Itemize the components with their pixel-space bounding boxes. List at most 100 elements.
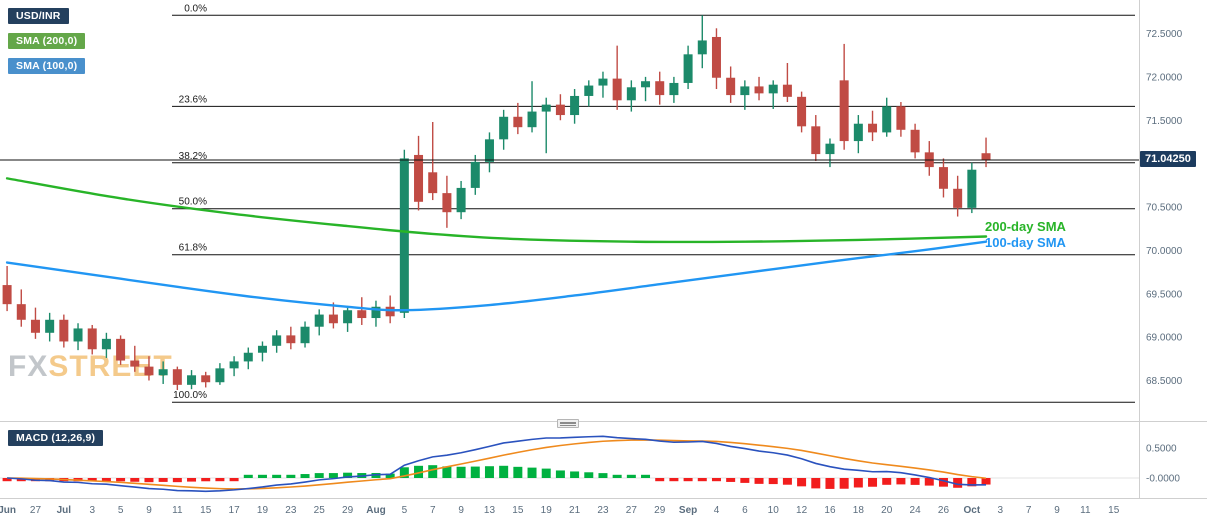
candle-body[interactable] [59, 319, 69, 342]
candle-body[interactable] [612, 78, 622, 101]
candle-body[interactable] [555, 104, 565, 116]
candles[interactable] [2, 15, 991, 391]
candle-body[interactable] [87, 328, 97, 350]
candle-body[interactable] [896, 106, 906, 130]
x-tick-label: 29 [342, 505, 354, 516]
candle-body[interactable] [286, 335, 296, 344]
candle-body[interactable] [697, 40, 707, 55]
candle-body[interactable] [938, 167, 948, 189]
candle-body[interactable] [470, 161, 480, 188]
symbol-badge[interactable]: USD/INR [8, 8, 69, 24]
candle-body[interactable] [456, 187, 466, 213]
macd-histogram-bar [953, 478, 963, 488]
candle-body[interactable] [782, 84, 792, 97]
candle-body[interactable] [2, 285, 12, 305]
candle-body[interactable] [797, 96, 807, 127]
macd-pane [0, 435, 1139, 493]
candle-body[interactable] [953, 188, 963, 208]
candle-body[interactable] [101, 338, 111, 350]
candle-body[interactable] [16, 304, 26, 320]
candle-body[interactable] [73, 328, 83, 342]
candle-body[interactable] [229, 361, 239, 369]
candle-body[interactable] [428, 172, 438, 194]
candle-body[interactable] [45, 319, 55, 333]
candle-body[interactable] [343, 310, 353, 324]
candle-body[interactable] [910, 129, 920, 153]
macd-histogram-bar [243, 474, 253, 478]
x-tick-label: Sep [679, 505, 697, 516]
candle-body[interactable] [740, 86, 750, 96]
candle-body[interactable] [30, 319, 40, 333]
macd-histogram-bar [697, 478, 707, 482]
macd-histogram-bar [882, 478, 892, 485]
x-tick-label: Jul [57, 505, 72, 516]
candle-body[interactable] [967, 169, 977, 208]
candle-body[interactable] [584, 85, 594, 96]
macd-indicator-badge[interactable]: MACD (12,26,9) [8, 430, 104, 446]
candle-body[interactable] [598, 78, 608, 86]
candle-body[interactable] [853, 123, 863, 142]
candle-body[interactable] [300, 326, 310, 344]
candle-body[interactable] [414, 154, 424, 202]
x-tick-label: 7 [1026, 505, 1032, 516]
candle-body[interactable] [499, 116, 509, 140]
candle-body[interactable] [272, 335, 282, 346]
candle-body[interactable] [328, 314, 338, 324]
candle-body[interactable] [868, 123, 878, 133]
pane-resize-handle[interactable] [557, 419, 579, 428]
candle-body[interactable] [768, 84, 778, 94]
candle-body[interactable] [371, 306, 381, 319]
candle-body[interactable] [655, 81, 665, 96]
macd-histogram-bar [172, 478, 182, 483]
macd-histogram-bar [229, 478, 239, 482]
candle-body[interactable] [158, 369, 168, 376]
candle-body[interactable] [144, 366, 154, 376]
candle-body[interactable] [726, 77, 736, 96]
candle-body[interactable] [626, 87, 636, 101]
macd-histogram-bar [754, 478, 764, 484]
candle-body[interactable] [399, 158, 409, 313]
candle-body[interactable] [541, 104, 551, 112]
sma100-line[interactable] [5, 240, 988, 312]
x-tick-label: 23 [597, 505, 609, 516]
candle-body[interactable] [484, 139, 494, 162]
candle-body[interactable] [215, 368, 225, 383]
sma200-line[interactable] [5, 177, 988, 244]
candle-body[interactable] [711, 36, 721, 78]
candle-body[interactable] [442, 193, 452, 213]
macd-histogram-bar [158, 478, 168, 482]
macd-histogram-bar [428, 465, 438, 478]
candle-body[interactable] [811, 126, 821, 155]
candle-body[interactable] [187, 375, 197, 385]
candle-body[interactable] [825, 143, 835, 155]
sma200-indicator-badge[interactable]: SMA (200,0) [8, 33, 86, 49]
candle-body[interactable] [683, 54, 693, 83]
candle-body[interactable] [641, 81, 651, 88]
candle-body[interactable] [385, 306, 395, 317]
macd-histogram-bar [272, 474, 282, 478]
macd-histogram-bar [215, 478, 225, 482]
candle-body[interactable] [669, 82, 679, 96]
candle-body[interactable] [839, 80, 849, 142]
candle-body[interactable] [357, 310, 367, 319]
macd-histogram-bar [414, 465, 424, 478]
candle-body[interactable] [754, 86, 764, 94]
candle-body[interactable] [257, 345, 267, 353]
candle-body[interactable] [981, 153, 991, 161]
candle-body[interactable] [130, 360, 140, 367]
candle-body[interactable] [527, 111, 537, 128]
candle-body[interactable] [882, 106, 892, 133]
macd-histogram-bar [442, 466, 452, 478]
price-tick-label: 70.5000 [1146, 203, 1183, 214]
candle-body[interactable] [243, 352, 253, 362]
candle-body[interactable] [314, 314, 324, 327]
candle-body[interactable] [513, 116, 523, 128]
candle-body[interactable] [201, 375, 211, 383]
sma100-indicator-badge[interactable]: SMA (100,0) [8, 58, 86, 74]
candle-body[interactable] [570, 95, 580, 116]
candle-body[interactable] [116, 338, 126, 361]
fib-label: 61.8% [179, 243, 207, 254]
x-tick-label: 5 [402, 505, 408, 516]
candle-body[interactable] [172, 369, 182, 385]
